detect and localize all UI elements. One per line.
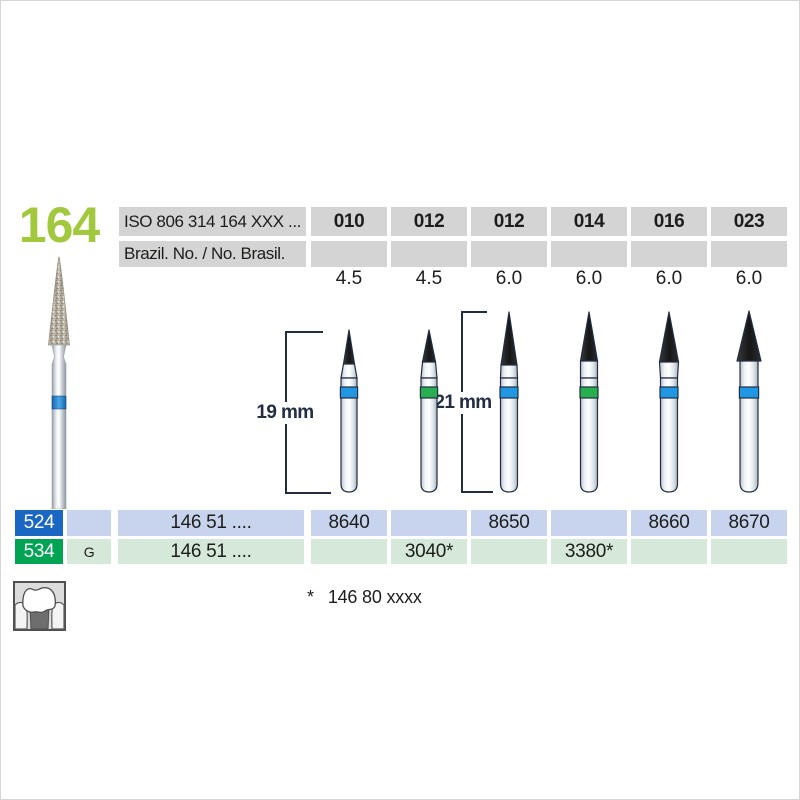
catalog-number-cell [471,539,547,564]
color-band [738,386,760,399]
length-label-21mm: 21 mm [431,392,495,414]
bracket-19mm-top-tick [285,331,323,333]
head-length-value: 6.0 [735,268,763,289]
order-row-id-524: 524 [15,510,63,536]
catalog-number-cell [631,539,707,564]
brazil-empty-cell [311,241,387,267]
head-length-value: 6.0 [495,268,523,289]
diamond-bur-photo [48,256,70,509]
footnote-asterisk: * [307,587,314,607]
brazil-empty-cell [551,241,627,267]
iso-number-cell: ISO 806 314 164 XXX ... [119,207,306,236]
size-header-cell: 012 [391,207,467,236]
bur-illustration-014-coarse [579,311,599,493]
brazil-empty-cell [711,241,787,267]
size-header-cell: 014 [551,207,627,236]
catalog-number-cell: 3380* [551,539,627,564]
bracket-19mm-bottom-tick [285,492,331,494]
footnote: * 146 80 xxxx [307,587,422,608]
catalog-number-cell: 8650 [471,510,547,536]
order-row-id-534: 534 [15,539,63,564]
catalog-number-cell [711,539,787,564]
bur-illustration-016 [658,311,680,493]
color-band [579,386,599,399]
brazil-empty-cell [471,241,547,267]
bur-illustration-023 [736,310,762,493]
catalog-number-cell: 8660 [631,510,707,536]
brazil-empty-cell [631,241,707,267]
bracket-21mm-top-tick [461,311,487,313]
catalog-number-cell: 3040* [391,539,467,564]
ref-number-cell: 146 51 .... [118,510,304,536]
size-header-cell: 012 [471,207,547,236]
bur-illustration-012 [499,311,519,493]
bur-illustration-010 [339,329,359,493]
head-length-value: 6.0 [575,268,603,289]
ref-number-cell: 146 51 .... [118,539,304,564]
length-label-19mm: 19 mm [253,402,317,424]
grit-cell: G [67,539,111,564]
grit-cell [67,510,111,536]
brazil-empty-cell [391,241,467,267]
catalog-number-cell [311,539,387,564]
size-header-cell: 023 [711,207,787,236]
brazil-number-cell: Brazil. No. / No. Brasil. [119,241,306,267]
head-length-value: 4.5 [335,268,363,289]
color-band [419,386,439,399]
catalog-number-cell: 8640 [311,510,387,536]
footnote-text: 146 80 xxxx [327,587,422,607]
figure-number: 164 [18,197,100,253]
color-band [659,386,679,399]
color-band [339,386,359,399]
catalog-number-cell: 8670 [711,510,787,536]
bur-illustration-012-coarse [419,329,439,493]
size-header-cell: 010 [311,207,387,236]
size-header-cell: 016 [631,207,707,236]
head-length-value: 6.0 [655,268,683,289]
bracket-21mm-bottom-tick [461,491,493,493]
catalog-number-cell [551,510,627,536]
head-length-value: 4.5 [415,268,443,289]
tooth-icon [13,581,66,631]
color-band [499,386,519,399]
catalog-number-cell [391,510,467,536]
